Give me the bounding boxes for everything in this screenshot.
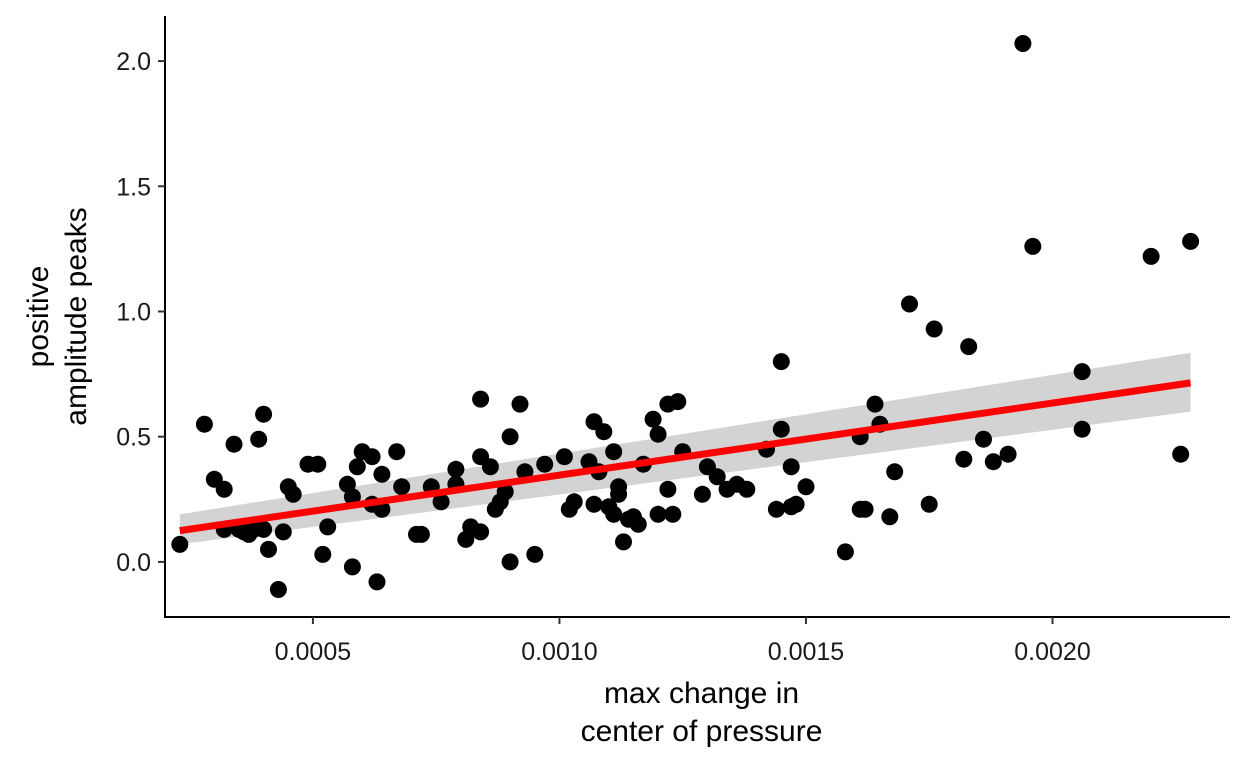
data-point bbox=[215, 480, 233, 498]
data-point bbox=[772, 353, 790, 371]
data-point bbox=[866, 395, 884, 413]
data-point bbox=[1073, 363, 1091, 381]
data-point bbox=[669, 393, 687, 411]
data-point bbox=[363, 448, 381, 466]
y-axis-title: amplitude peaks bbox=[60, 207, 93, 425]
data-point bbox=[999, 445, 1017, 463]
data-point bbox=[955, 450, 973, 468]
data-point bbox=[536, 455, 554, 473]
y-axis-title: positive bbox=[22, 266, 55, 368]
data-point bbox=[393, 478, 411, 496]
data-point bbox=[787, 495, 805, 513]
x-tick-label: 0.0020 bbox=[1014, 638, 1090, 666]
data-point bbox=[314, 545, 332, 563]
data-point bbox=[610, 485, 628, 503]
data-point bbox=[629, 515, 647, 533]
data-point bbox=[565, 493, 583, 511]
data-point bbox=[432, 493, 450, 511]
data-point bbox=[797, 478, 815, 496]
data-point bbox=[901, 295, 918, 313]
data-point bbox=[1014, 35, 1032, 52]
data-point bbox=[412, 525, 430, 543]
y-tick-label: 2.0 bbox=[116, 48, 151, 76]
data-point bbox=[856, 500, 874, 518]
data-point bbox=[585, 495, 603, 513]
regression-line bbox=[179, 379, 1192, 535]
data-point bbox=[920, 495, 938, 513]
x-tick-label: 0.0015 bbox=[768, 638, 844, 666]
data-point bbox=[368, 573, 386, 591]
x-axis-title: max change in bbox=[604, 677, 799, 710]
data-point bbox=[171, 535, 189, 553]
data-point bbox=[925, 320, 943, 338]
data-point bbox=[274, 523, 292, 541]
data-point bbox=[1172, 445, 1190, 463]
data-point bbox=[555, 448, 573, 466]
data-point bbox=[984, 453, 1002, 471]
data-point bbox=[526, 545, 544, 563]
y-tick-label: 1.0 bbox=[116, 298, 151, 326]
data-point bbox=[975, 430, 992, 448]
data-point bbox=[708, 468, 726, 486]
data-point bbox=[659, 480, 677, 498]
data-point bbox=[881, 508, 899, 526]
x-tick-label: 0.0010 bbox=[521, 638, 597, 666]
data-point bbox=[195, 415, 213, 433]
data-point bbox=[309, 455, 327, 473]
data-point bbox=[481, 458, 499, 476]
data-point bbox=[255, 520, 273, 538]
data-point bbox=[388, 443, 406, 461]
data-point bbox=[772, 420, 790, 438]
data-point bbox=[319, 518, 337, 536]
data-point bbox=[767, 500, 785, 518]
data-point bbox=[738, 480, 756, 498]
data-point bbox=[644, 410, 662, 428]
data-point bbox=[1182, 232, 1200, 250]
data-point bbox=[447, 460, 465, 478]
data-point bbox=[605, 505, 623, 523]
y-tick-label: 0.5 bbox=[116, 424, 151, 452]
y-tick-label: 1.5 bbox=[116, 173, 151, 201]
data-point bbox=[373, 465, 391, 483]
data-point bbox=[782, 458, 800, 476]
data-point bbox=[496, 483, 514, 501]
data-point bbox=[1073, 420, 1091, 438]
x-tick-label: 0.0005 bbox=[275, 638, 351, 666]
data-point bbox=[1142, 247, 1160, 265]
data-point bbox=[1024, 237, 1042, 255]
data-point bbox=[664, 505, 682, 523]
data-point bbox=[472, 523, 490, 541]
data-point bbox=[511, 395, 529, 413]
data-point bbox=[348, 458, 366, 476]
data-point bbox=[595, 423, 613, 441]
data-point bbox=[225, 435, 243, 453]
data-point bbox=[605, 443, 623, 461]
data-point bbox=[250, 430, 268, 448]
data-point bbox=[649, 505, 667, 523]
data-point bbox=[284, 485, 302, 503]
data-point bbox=[649, 425, 667, 443]
data-point bbox=[343, 488, 361, 506]
data-point bbox=[501, 428, 519, 446]
data-point bbox=[343, 558, 361, 576]
y-tick-label: 0.0 bbox=[116, 549, 151, 577]
data-point bbox=[501, 553, 519, 571]
data-point bbox=[260, 540, 277, 558]
data-point bbox=[960, 338, 978, 356]
plot-area bbox=[171, 35, 1200, 598]
data-point bbox=[693, 485, 711, 503]
data-point bbox=[269, 581, 287, 598]
data-point bbox=[615, 533, 632, 551]
axes: 0.0005 0.0010 0.0015 0.0020 0.0 0.5 1.0 1.5 2.0 m… bbox=[22, 16, 1230, 748]
data-point bbox=[836, 543, 854, 561]
data-point bbox=[886, 463, 904, 481]
x-axis-title: center of pressure bbox=[581, 715, 823, 748]
data-point bbox=[472, 390, 490, 408]
data-point bbox=[255, 405, 273, 423]
